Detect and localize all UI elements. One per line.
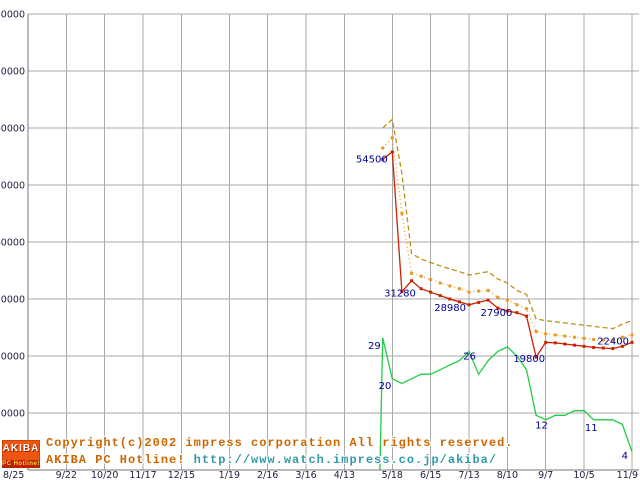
copyright-text: Copyright(c)2002 impress corporation All… <box>46 436 514 450</box>
svg-text:1/19: 1/19 <box>219 470 240 480</box>
svg-text:30000: 30000 <box>0 295 25 306</box>
svg-text:80000: 80000 <box>0 10 25 21</box>
gridlines <box>27 13 639 470</box>
axes <box>27 14 639 471</box>
svg-text:70000: 70000 <box>0 67 25 78</box>
svg-text:20000: 20000 <box>0 352 25 363</box>
svg-text:6/15: 6/15 <box>420 470 441 480</box>
series-min-price <box>381 150 634 359</box>
svg-text:22400: 22400 <box>597 336 629 347</box>
site-name-text: AKIBA PC Hotline! <box>46 453 186 467</box>
svg-text:10/5: 10/5 <box>573 470 594 480</box>
svg-text:10/20: 10/20 <box>91 470 118 480</box>
site-line: AKIBA PC Hotline! http://www.watch.impre… <box>46 453 513 467</box>
svg-text:9/7: 9/7 <box>538 470 553 480</box>
svg-text:28980: 28980 <box>434 303 466 314</box>
svg-text:12: 12 <box>535 420 548 431</box>
series-max-price <box>382 118 633 330</box>
svg-text:8/10: 8/10 <box>497 470 518 480</box>
svg-text:11/17: 11/17 <box>129 470 156 480</box>
site-url-text: http://www.watch.impress.co.jp/akiba/ <box>193 453 498 467</box>
svg-text:8/25: 8/25 <box>3 470 24 480</box>
svg-text:11: 11 <box>585 423 598 434</box>
y-axis-labels: 10000 20000 30000 40000 50000 60000 70000 80000 <box>0 10 25 420</box>
svg-text:11/9: 11/9 <box>617 470 638 480</box>
svg-text:60000: 60000 <box>0 124 25 135</box>
svg-text:29: 29 <box>368 341 381 352</box>
svg-text:9/22: 9/22 <box>56 470 77 480</box>
akiba-logo-subtitle: PC Hotline! <box>2 460 40 468</box>
svg-text:54500: 54500 <box>356 154 388 165</box>
svg-text:50000: 50000 <box>0 181 25 192</box>
svg-text:12/15: 12/15 <box>168 470 195 480</box>
footer-overlay: Copyright(c)2002 impress corporation All… <box>46 436 513 467</box>
svg-text:5/18: 5/18 <box>382 470 403 480</box>
akiba-logo: AKIBA PC Hotline! <box>2 440 40 468</box>
series-shop-count <box>379 337 633 471</box>
svg-text:31280: 31280 <box>384 289 416 300</box>
series-avg-price <box>381 135 634 343</box>
svg-text:2/16: 2/16 <box>257 470 278 480</box>
svg-text:27900: 27900 <box>481 308 513 319</box>
svg-text:10000: 10000 <box>0 409 25 420</box>
svg-text:3/16: 3/16 <box>295 470 316 480</box>
svg-text:26: 26 <box>463 351 476 362</box>
svg-text:4/13: 4/13 <box>334 470 355 480</box>
svg-text:19800: 19800 <box>513 354 545 365</box>
value-annotations: 54500 31280 28980 27900 19800 22400 29 20 26 12 11… <box>356 154 629 461</box>
svg-text:7/13: 7/13 <box>458 470 479 480</box>
svg-text:4: 4 <box>622 451 628 462</box>
svg-text:40000: 40000 <box>0 238 25 249</box>
svg-text:20: 20 <box>379 381 392 392</box>
x-axis-labels: 8/25 9/22 10/20 11/17 12/15 1/19 2/16 3/16 4/13 5… <box>3 470 638 480</box>
akiba-logo-title: AKIBA <box>2 443 40 454</box>
